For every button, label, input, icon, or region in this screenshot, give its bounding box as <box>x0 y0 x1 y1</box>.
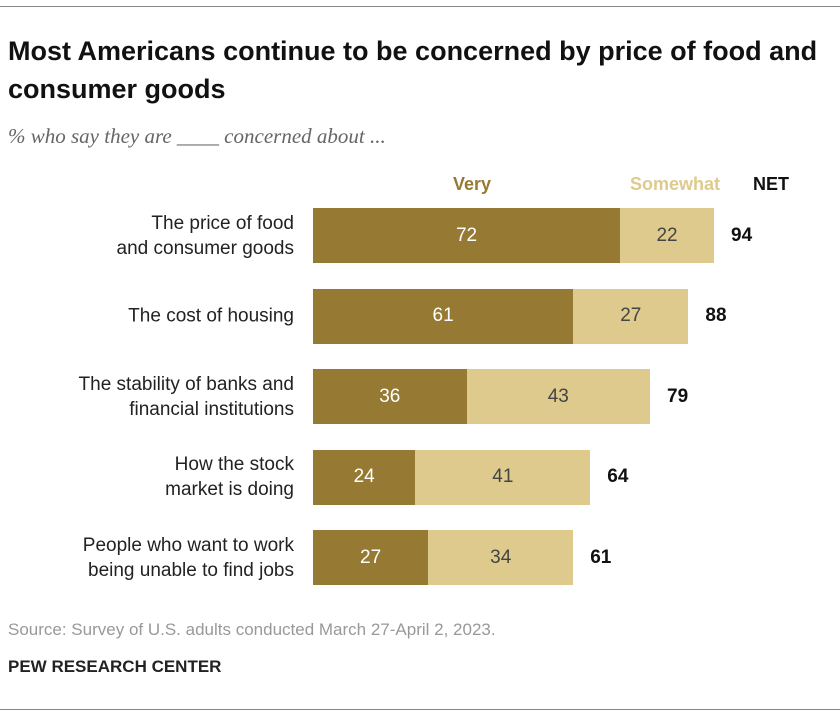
chart-title: Most Americans continue to be concerned … <box>8 36 818 104</box>
chart-subtitle: % who say they are ____ concerned about … <box>8 124 386 148</box>
category-label: The price of food and consumer goods <box>116 212 294 259</box>
value-label: 27 <box>360 546 382 568</box>
category-label: How the stock market is doing <box>165 454 294 500</box>
net-label: 64 <box>607 466 629 487</box>
bar <box>415 449 591 505</box>
category-label: The cost of housing <box>128 305 294 327</box>
bar <box>313 208 621 263</box>
value-label: 22 <box>656 224 678 246</box>
bar <box>620 208 714 263</box>
credit: PEW RESEARCH CENTER <box>8 657 222 676</box>
top-rule <box>0 6 840 7</box>
value-label: 27 <box>620 305 642 326</box>
bar <box>313 288 574 344</box>
bar <box>313 449 416 505</box>
value-label: 61 <box>432 305 454 326</box>
net-label: 88 <box>705 305 727 326</box>
bar <box>573 288 689 344</box>
value-label: 41 <box>492 466 514 487</box>
legend-label: NET <box>753 174 789 194</box>
bottom-rule <box>0 709 840 710</box>
bar <box>466 369 650 424</box>
value-label: 24 <box>353 466 375 487</box>
value-label: 72 <box>455 224 478 246</box>
net-label: 61 <box>590 546 612 568</box>
bar <box>313 530 429 585</box>
bar <box>428 530 574 585</box>
net-label: 79 <box>667 385 689 407</box>
bar <box>313 369 467 424</box>
category-label: People who want to work being unable to … <box>82 534 294 581</box>
legend-label: Very <box>452 174 492 194</box>
value-label: 36 <box>379 385 401 407</box>
category-label: The stability of banks and financial ins… <box>78 373 294 420</box>
value-label: 34 <box>490 546 512 568</box>
net-label: 94 <box>731 224 753 246</box>
source-note: Source: Survey of U.S. adults conducted … <box>8 620 496 639</box>
legend-label: Somewhat <box>629 174 721 194</box>
value-label: 43 <box>547 385 569 407</box>
